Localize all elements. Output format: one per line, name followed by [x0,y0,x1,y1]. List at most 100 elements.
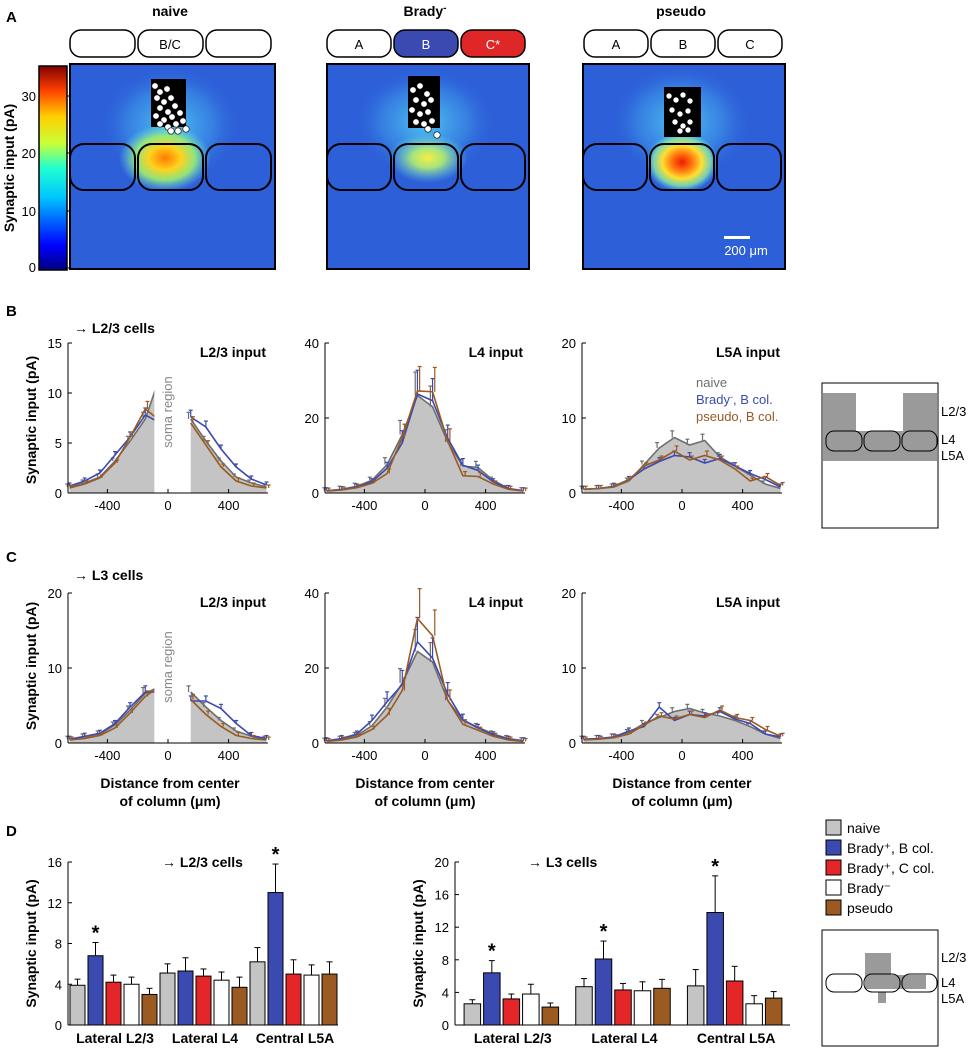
naive-area [326,651,524,743]
schematic-d: L2/3 L4 L5A [821,929,966,1047]
soma-dots [408,82,441,139]
category-label: Lateral L2/3 [76,1030,154,1046]
bar [575,986,593,1026]
xlabel-line1: Distance from center [612,775,752,791]
y-tick-label: 0 [442,1018,449,1033]
soma-region-band [154,595,182,743]
barrel-outline [69,143,136,191]
soma-region-band [154,345,182,493]
barrel-outline [137,143,204,191]
bar [653,987,671,1026]
column-box-label: B [422,37,431,52]
bar [177,970,194,1026]
legend-label: Brady⁻ [847,880,891,896]
y-tick-label: 4 [55,977,62,992]
x-tick-label: 400 [475,498,497,513]
x-tick-label: 0 [164,748,171,763]
panel-c-subtitle: → L3 cells [74,567,143,583]
series-line-brady [326,640,524,742]
naive-area [69,375,161,493]
bar [706,912,724,1026]
series-line-pseudo [69,407,161,489]
x-tick-label: -400 [94,498,120,513]
y-tick-label: 40 [305,336,319,351]
schematic-label-l23: L2/3 [941,950,966,965]
legend-swatch [825,859,842,876]
profile-xlabels: Distance from center of column (μm) Dist… [100,775,752,809]
bar [502,998,521,1026]
column-boxes-brady: A B C* [326,29,526,58]
schematic-label-l5a: L5A [941,448,964,463]
legend-swatch [825,819,842,836]
schematic-label-l4: L4 [941,432,955,447]
bar-chart-l3: * Lateral L2/3 * Lateral L4 * Central L5A 0 4 8 1… [410,854,790,1046]
y-tick-label: 0 [55,736,62,751]
significance-marker: * [600,921,608,943]
bar-chart-title: → L3 cells [528,854,597,870]
xlabel-line2: of column (μm) [119,793,220,809]
x-tick-label: 0 [164,498,171,513]
bar [249,961,266,1026]
series-line-naive [69,374,162,488]
significance-marker: * [488,941,496,963]
plot-title: L2/3 input [200,344,266,360]
plot-title: L5A input [716,344,780,360]
category-label: Central L5A [256,1030,335,1046]
schematic-label-l4: L4 [941,975,955,990]
x-tick-label: 400 [475,748,497,763]
bar [633,990,652,1026]
naive-area [583,437,781,493]
plot-title: L4 input [469,594,524,610]
schematic-l4-l5a [823,431,937,461]
barrel-outline [901,973,938,993]
y-tick-label: 10 [562,411,576,426]
y-tick-label: 0 [55,486,62,501]
panel-label-c: C [6,549,17,566]
barrel-outline [649,143,715,191]
x-tick-label: -400 [351,498,377,513]
x-tick-label: -400 [351,748,377,763]
x-tick-label: -400 [608,748,634,763]
x-tick-label: 400 [732,498,754,513]
legend-swatch [825,899,842,916]
barrel-outline [863,430,901,452]
xlabel-line2: of column (μm) [374,793,475,809]
bar [231,986,248,1026]
schematic-gap [862,393,903,431]
soma-dots [151,82,190,135]
soma-dots [665,91,694,135]
profile-plot-b-l4: 0 20 40 -400 0 400 L4 input [305,336,528,513]
column-box-label: A [355,37,364,52]
panel-c-ylabel: Synaptic input (pA) [23,602,39,730]
y-tick-label: 8 [55,937,62,952]
y-tick-label: 16 [48,855,62,870]
naive-area [190,692,267,743]
legend-label: Brady⁺, B col. [847,840,934,856]
colorbar: 30 20 10 0 Synaptic input (pA) [1,65,73,275]
column-box [583,29,649,58]
barrel-outline [825,973,863,993]
y-tick-label: 5 [55,436,62,451]
x-tick-label: -400 [94,748,120,763]
panel-b-subtitle: → L2/3 cells [74,320,155,336]
heatmap-hotspot [119,124,211,192]
y-tick-label: 10 [48,386,62,401]
barrel-outline [825,430,863,452]
series-line-brady [190,416,267,486]
bar [123,983,140,1026]
x-tick-label: 0 [678,748,685,763]
y-tick-label: 0 [312,736,319,751]
column-box-label: B [679,37,688,52]
heatmap-pseudo: 200 μm [582,63,786,270]
y-tick-label: 0 [312,486,319,501]
bar [69,984,86,1026]
bar [105,981,122,1026]
bar [745,1003,763,1026]
y-tick-label: 20 [562,336,576,351]
scale-bar [724,236,750,239]
significance-marker: * [711,856,719,878]
colorbar-label: Synaptic input (pA) [1,104,17,232]
barrel-outline [326,143,392,191]
legend-swatch [825,839,842,856]
